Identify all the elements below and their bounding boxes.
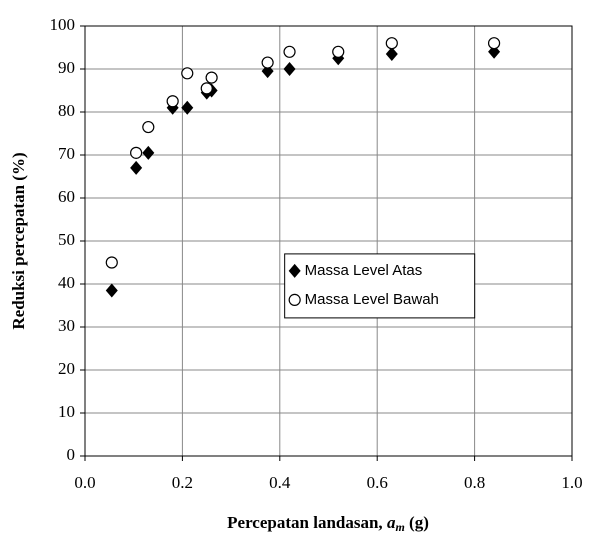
x-label-text: Percepatan landasan, (227, 513, 387, 532)
y-tick-label: 30 (58, 316, 75, 335)
circle-marker (205, 71, 218, 84)
diamond-marker (130, 160, 143, 175)
diamond-marker (385, 46, 398, 61)
circle-marker (166, 95, 179, 108)
circle-marker (105, 256, 118, 269)
circle-marker (181, 67, 194, 80)
y-tick-label: 70 (58, 144, 75, 163)
y-tick-label: 60 (58, 187, 75, 206)
x-tick-label: 0.2 (172, 473, 193, 492)
circle-marker (142, 120, 155, 134)
x-tick-label: 1.0 (561, 473, 582, 492)
x-tick-label: 0.8 (464, 473, 485, 492)
y-tick-label: 50 (58, 230, 75, 249)
circle-marker (200, 82, 213, 95)
x-tick-label: 0.6 (367, 473, 388, 492)
diamond-marker (283, 62, 296, 76)
x-tick-label: 0.0 (74, 473, 95, 492)
legend-box (284, 253, 476, 319)
y-tick-label: 90 (58, 58, 75, 77)
x-axis-label: Percepatan landasan, am (g) (227, 513, 429, 534)
y-axis-label: Reduksi percepatan (%) (9, 152, 28, 329)
x-label-var: a (387, 513, 396, 532)
circle-marker (385, 37, 398, 50)
plot-border (84, 25, 573, 457)
circle-marker (261, 56, 274, 69)
y-tick-label: 10 (58, 402, 75, 421)
x-label-sub: m (395, 520, 404, 534)
legend: Massa Level Atas Massa Level Bawah (284, 253, 476, 319)
y-tick-label: 80 (58, 101, 75, 120)
circle-marker (288, 293, 301, 306)
y-tick-label: 20 (58, 359, 75, 378)
circle-marker (332, 45, 345, 58)
diamond-marker (142, 145, 155, 160)
x-label-unit: (g) (405, 513, 429, 532)
circle-marker (283, 45, 296, 58)
x-tick-label: 0.4 (269, 473, 291, 492)
legend-label: Massa Level Atas (305, 262, 423, 279)
diamond-marker (181, 100, 194, 115)
y-tick-label: 100 (50, 15, 76, 34)
y-tick-label: 0 (67, 445, 76, 464)
circle-marker (130, 146, 143, 159)
circle-marker (487, 37, 501, 50)
diamond-marker (288, 263, 301, 278)
diamond-marker (105, 283, 118, 298)
legend-label: Massa Level Bawah (305, 291, 439, 308)
y-tick-label: 40 (58, 273, 75, 292)
